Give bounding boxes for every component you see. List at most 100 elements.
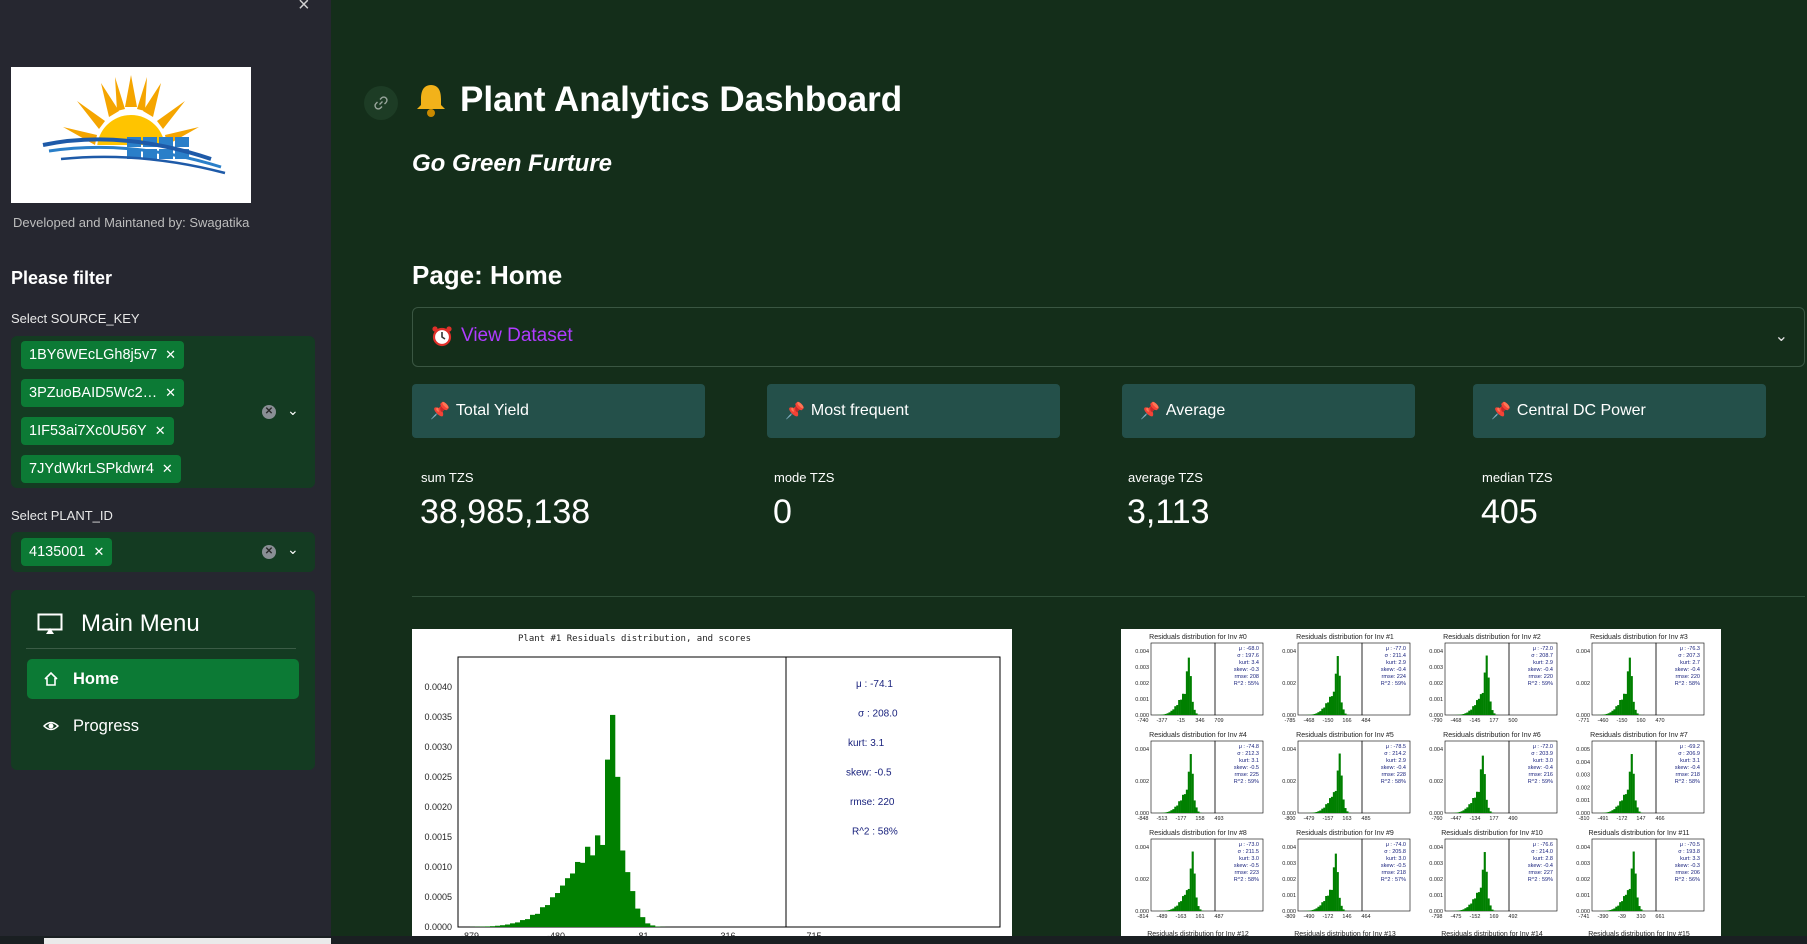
plant-id-label: Select PLANT_ID xyxy=(11,508,113,523)
sidebar-close-button[interactable]: × xyxy=(298,0,310,16)
panel-hist-bar xyxy=(1168,909,1171,911)
remove-tag-icon[interactable]: ✕ xyxy=(154,423,166,438)
hist-bar xyxy=(530,914,536,927)
metric-value: 0 xyxy=(773,493,792,531)
panel-hist-bar xyxy=(1166,713,1169,715)
panel-hist-bar xyxy=(1344,713,1347,715)
panel-title: Residuals distribution for Inv #10 xyxy=(1441,830,1543,837)
panel-hist-bar xyxy=(1323,807,1326,813)
panel-hist-bar xyxy=(1483,672,1486,715)
metric-value: 38,985,138 xyxy=(420,493,591,531)
hist-bar xyxy=(645,923,651,927)
panel-hist-bar xyxy=(1460,714,1463,715)
panel-y-tick: 0.004 xyxy=(1429,649,1443,655)
clear-all-icon[interactable]: ✕ xyxy=(262,545,276,559)
panel-hist-bar xyxy=(1460,811,1463,813)
panel-hist-bar xyxy=(1329,889,1332,911)
panel-hist-bar xyxy=(1330,696,1334,715)
remove-tag-icon[interactable]: ✕ xyxy=(161,461,173,476)
panel-title: Residuals distribution for Inv #1 xyxy=(1296,634,1394,641)
panel-stat: rmse: 223 xyxy=(1235,870,1259,876)
panel-stat: rmse: 224 xyxy=(1382,674,1406,680)
panel-hist-bar xyxy=(1462,909,1465,911)
source-key-tag[interactable]: 3PZuoBAID5Wc2… ✕ xyxy=(21,379,185,407)
hist-bar xyxy=(510,923,516,927)
menu-item-label: Home xyxy=(73,669,119,688)
panel-hist-bar xyxy=(1164,812,1167,813)
remove-tag-icon[interactable]: ✕ xyxy=(93,544,105,559)
panel-stat: μ : -72.0 xyxy=(1533,646,1553,652)
panel-stat: μ : -77.0 xyxy=(1386,646,1406,652)
panel-hist-bar xyxy=(1319,711,1322,715)
menu-item-progress[interactable]: Progress xyxy=(27,706,299,746)
hist-bar xyxy=(535,913,541,927)
panel-stat: R^2 : 58% xyxy=(1381,779,1406,785)
panel-hist-bar xyxy=(1174,806,1177,813)
panel-stats-box xyxy=(1361,838,1411,912)
panel-title: Residuals distribution for Inv #5 xyxy=(1296,732,1394,739)
panel-hist-bar xyxy=(1185,671,1188,715)
panel-hist-bar xyxy=(1632,701,1635,715)
panel-stat: kurt: 3.4 xyxy=(1239,660,1259,666)
panel-hist-bar xyxy=(1342,909,1345,911)
panel-stat: R^2 : 59% xyxy=(1381,681,1406,687)
tag-label: 3PZuoBAID5Wc2… xyxy=(29,385,158,401)
alarm-clock-icon xyxy=(432,326,452,347)
panel-hist-bar xyxy=(1185,890,1188,911)
chevron-down-icon[interactable]: ⌄ xyxy=(287,541,299,557)
panel-x-tick: 169 xyxy=(1489,914,1498,920)
remove-tag-icon[interactable]: ✕ xyxy=(165,347,177,362)
panel-hist-bar xyxy=(1456,812,1459,813)
panel-stat: μ : -73.0 xyxy=(1239,842,1259,848)
panel-x-tick: 490 xyxy=(1508,816,1517,822)
panel-hist-bar xyxy=(1636,713,1639,715)
panel-hist-bar xyxy=(1474,797,1477,813)
panel-hist-bar xyxy=(1182,693,1185,715)
panel-y-tick: 0.000 xyxy=(1135,811,1149,817)
panel-hist-bar xyxy=(1632,851,1635,911)
chevron-down-icon[interactable]: ⌄ xyxy=(1774,328,1788,345)
bottom-scrollbar-track[interactable] xyxy=(0,936,1807,944)
panel-x-tick: -740 xyxy=(1137,718,1148,724)
panel-stat: σ : 212.3 xyxy=(1237,751,1259,757)
plant-id-multiselect[interactable]: 4135001 ✕ ✕ ⌄ xyxy=(11,532,315,572)
panel-y-tick: 0.003 xyxy=(1429,665,1443,671)
panel-hist-bar xyxy=(1485,655,1488,715)
source-key-tag[interactable]: 7JYdWkrLSPkdwr4 ✕ xyxy=(21,455,181,483)
tag-label: 1BY6WEcLGh8j5v7 xyxy=(29,347,158,363)
panel-hist-bar xyxy=(1477,892,1481,911)
kpi-label: Central DC Power xyxy=(1516,402,1646,419)
inverter-panel: Residuals distribution for Inv #3 0.004 0.… xyxy=(1576,634,1705,724)
panel-stat: skew: -0.4 xyxy=(1675,765,1700,771)
chevron-down-icon[interactable]: ⌄ xyxy=(287,402,299,418)
developer-note: Developed and Maintaned by: Swagatika xyxy=(13,215,250,230)
panel-hist-bar xyxy=(1617,705,1620,715)
source-key-tag[interactable]: 1IF53ai7Xc0U56Y ✕ xyxy=(21,417,174,445)
panel-title: Residuals distribution for Inv #3 xyxy=(1590,634,1688,641)
kpi-label: Most frequent xyxy=(810,402,909,419)
panel-hist-bar xyxy=(1325,703,1328,715)
eye-icon xyxy=(43,721,59,731)
panel-stats-box xyxy=(1214,838,1264,912)
panel-stat: kurt: 3.1 xyxy=(1239,758,1259,764)
panel-hist-bar xyxy=(1199,909,1202,911)
anchor-link-icon[interactable] xyxy=(364,86,398,120)
bottom-scrollbar-thumb[interactable] xyxy=(44,938,331,944)
panel-hist-bar xyxy=(1472,798,1475,813)
remove-tag-icon[interactable]: ✕ xyxy=(165,385,177,400)
panel-y-tick: 0.000 xyxy=(1576,811,1590,817)
source-key-tag[interactable]: 1BY6WEcLGh8j5v7 ✕ xyxy=(21,341,185,369)
panel-stat: skew: -0.5 xyxy=(1234,863,1259,869)
hist-bar xyxy=(570,873,576,927)
menu-item-home[interactable]: Home xyxy=(27,659,299,699)
plant-id-tag[interactable]: 4135001 ✕ xyxy=(21,538,113,566)
panel-hist-bar xyxy=(1183,894,1187,911)
panel-hist-bar xyxy=(1638,811,1641,813)
panel-y-tick: 0.004 xyxy=(1282,649,1296,655)
panel-stat: μ : -78.5 xyxy=(1386,744,1406,750)
menu-title: Main Menu xyxy=(37,610,200,638)
view-dataset-expander[interactable]: View Dataset ⌄ xyxy=(412,307,1805,367)
clear-all-icon[interactable]: ✕ xyxy=(262,405,276,419)
source-key-multiselect[interactable]: 1BY6WEcLGh8j5v7 ✕ 3PZuoBAID5Wc2… ✕ 1IF53ai… xyxy=(11,336,315,488)
panel-y-tick: 0.004 xyxy=(1429,845,1443,851)
